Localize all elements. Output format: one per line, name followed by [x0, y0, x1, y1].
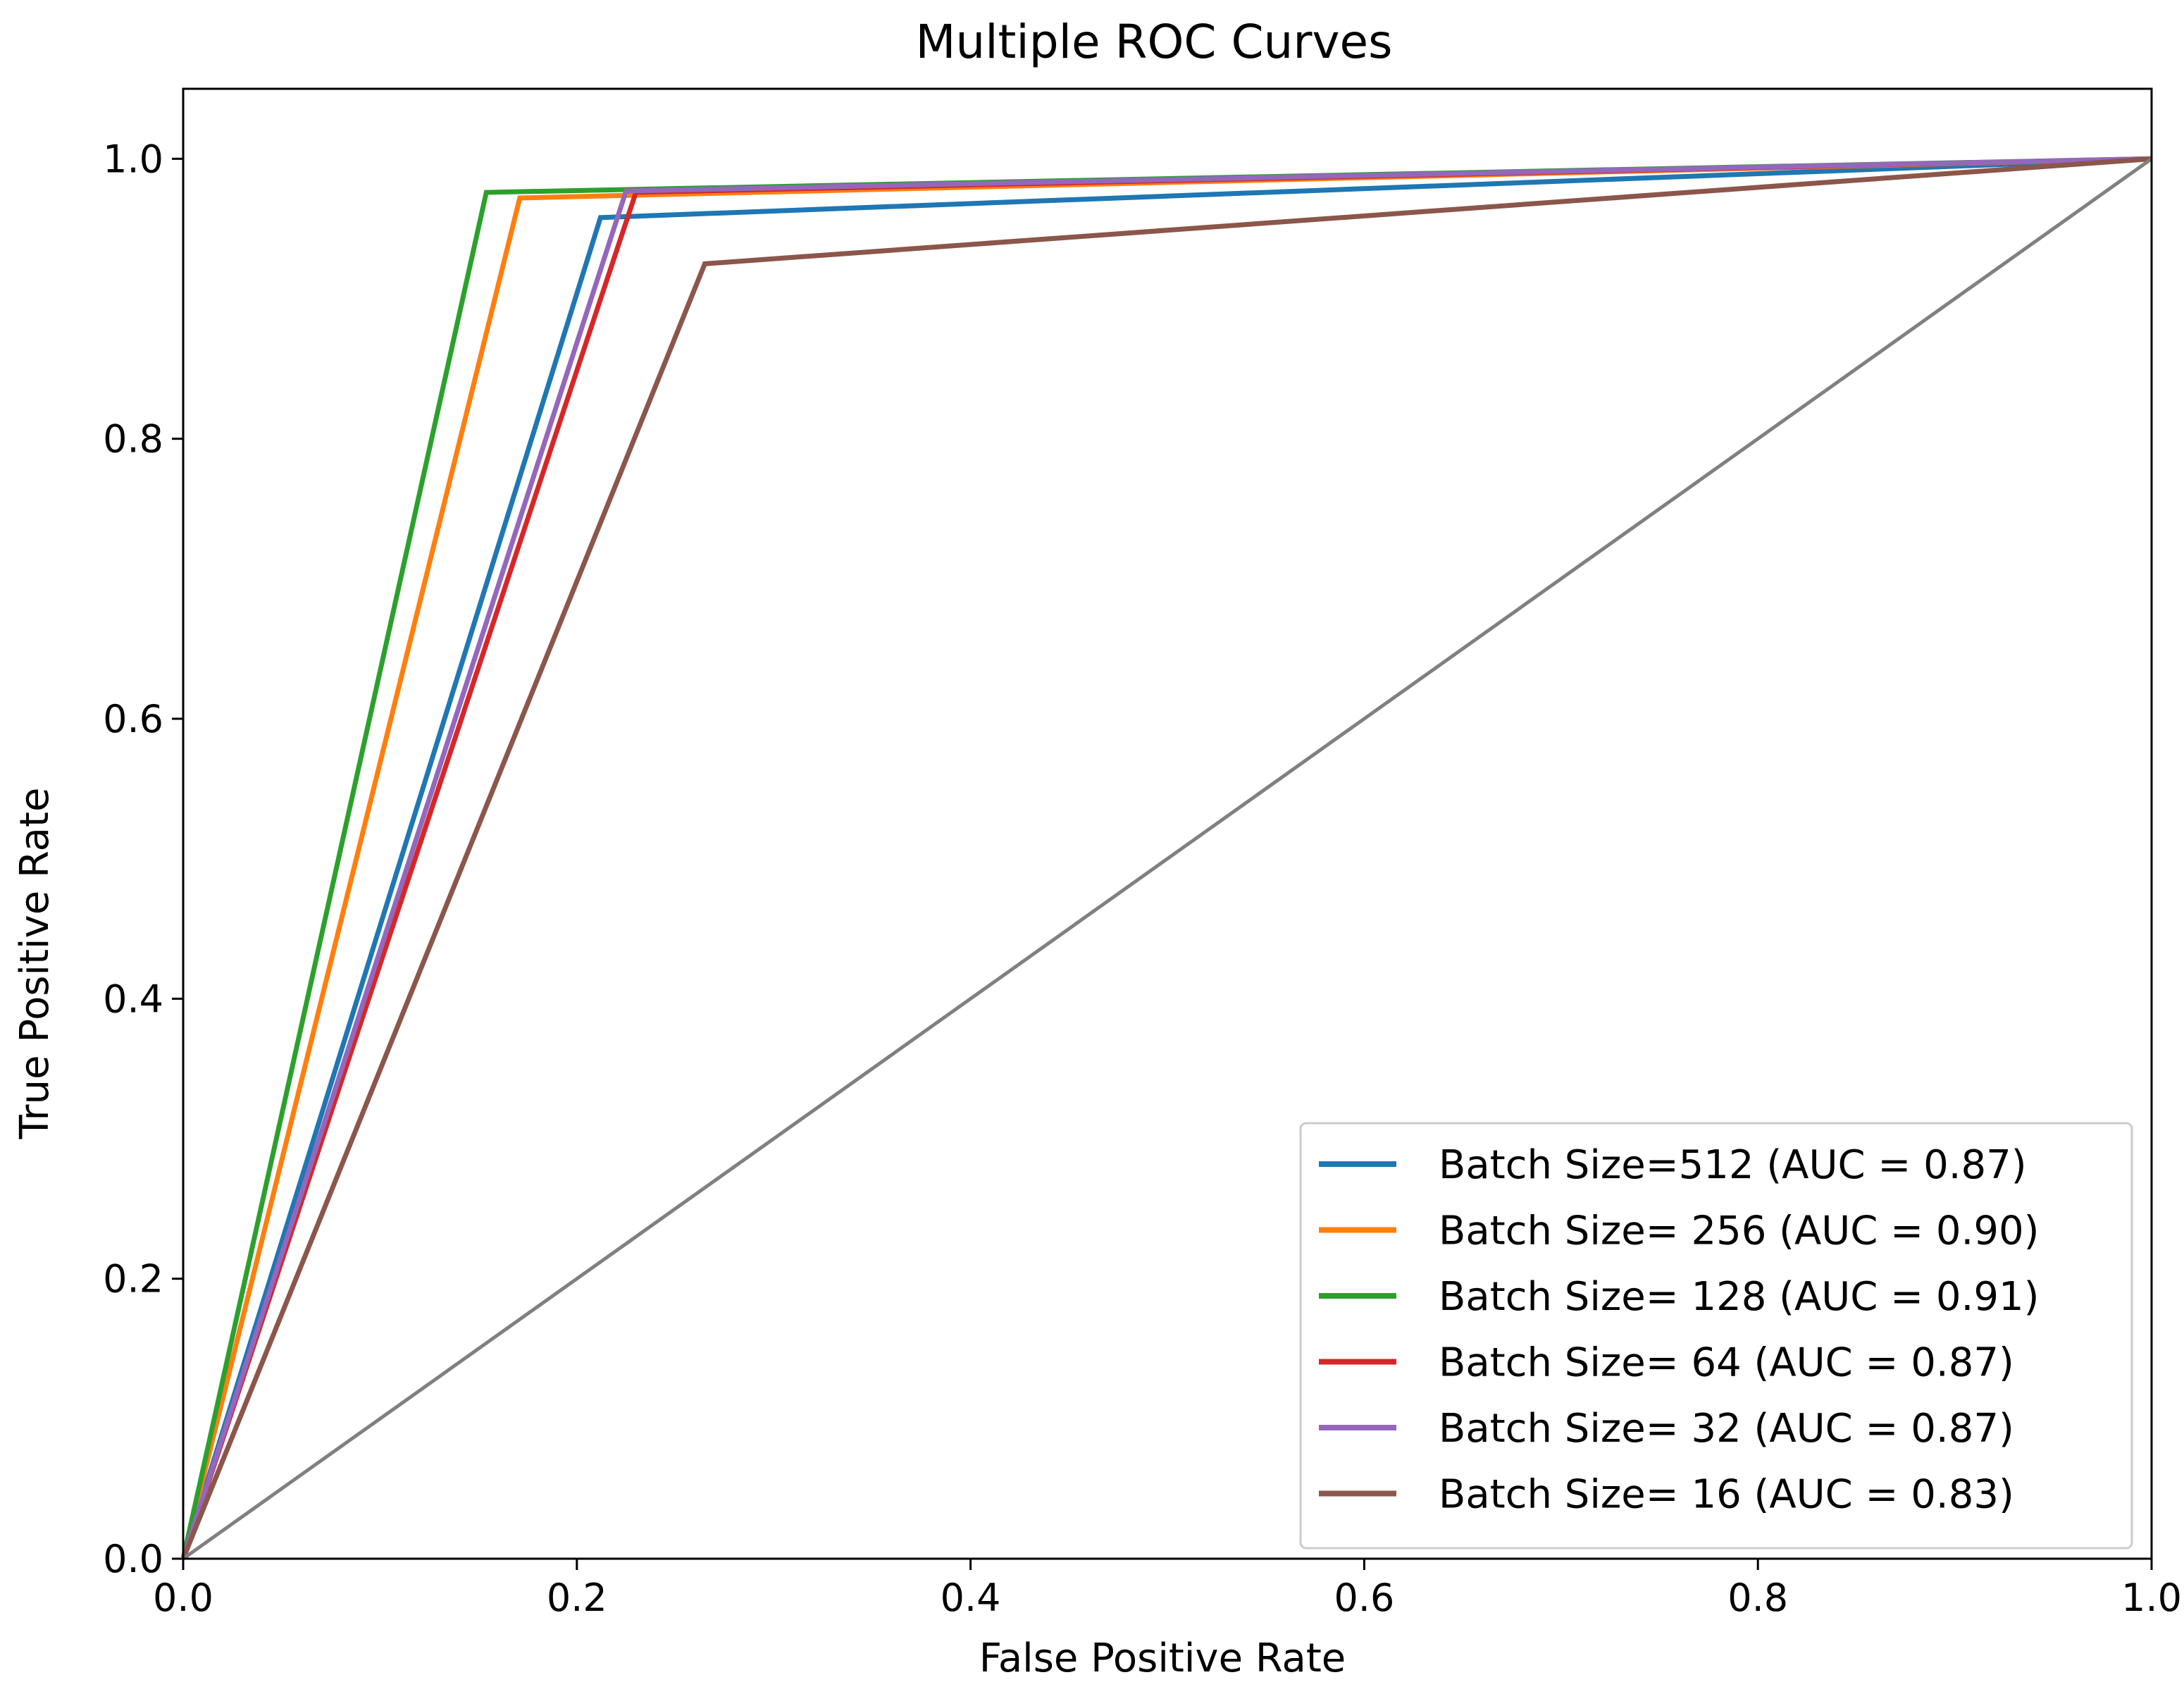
legend-box	[1299, 1122, 2133, 1550]
roc-curve-series-5	[180, 156, 2152, 1560]
x-tick-label: 0.8	[1727, 1576, 1788, 1620]
x-tick-label: 1.0	[2121, 1576, 2182, 1620]
legend-label-1: Batch Size= 256 (AUC = 0.90)	[1439, 1208, 2039, 1254]
legend-label-5: Batch Size= 16 (AUC = 0.83)	[1439, 1472, 2014, 1518]
legend-label-3: Batch Size= 64 (AUC = 0.87)	[1439, 1340, 2014, 1386]
chart-title: Multiple ROC Curves	[915, 15, 1392, 69]
roc-curve-series-4	[180, 156, 2152, 1560]
x-tick-label: 0.4	[941, 1576, 1001, 1620]
x-axis-ticks: 0.0 0.2 0.4 0.6 0.8 1.0	[153, 1559, 2182, 1620]
y-axis-ticks: 0.0 0.2 0.4 0.6 0.8 1.0	[103, 137, 183, 1581]
legend-label-2: Batch Size= 128 (AUC = 0.91)	[1439, 1274, 2039, 1320]
y-tick-label: 0.0	[103, 1537, 163, 1581]
y-tick-label: 0.4	[103, 977, 163, 1021]
legend: Batch Size=512 (AUC = 0.87) Batch Size= 2…	[1299, 1122, 2133, 1550]
plot-frame	[182, 87, 2153, 1560]
y-tick-label: 1.0	[103, 137, 163, 181]
x-axis-label: False Positive Rate	[979, 1636, 1346, 1681]
x-tick-label: 0.6	[1334, 1576, 1394, 1620]
plot-area	[180, 156, 2153, 1561]
y-tick-label: 0.8	[103, 417, 163, 462]
x-tick-label: 0.2	[547, 1576, 607, 1620]
y-tick-label: 0.2	[103, 1257, 163, 1302]
y-tick-label: 0.6	[103, 697, 163, 741]
chance-diagonal-line	[182, 157, 2153, 1561]
roc-curve-series-0	[180, 156, 2152, 1560]
x-tick-label: 0.0	[153, 1576, 213, 1620]
legend-label-4: Batch Size= 32 (AUC = 0.87)	[1439, 1406, 2014, 1452]
legend-label-0: Batch Size=512 (AUC = 0.87)	[1439, 1142, 2027, 1188]
y-axis-label: True Positive Rate	[12, 788, 58, 1140]
